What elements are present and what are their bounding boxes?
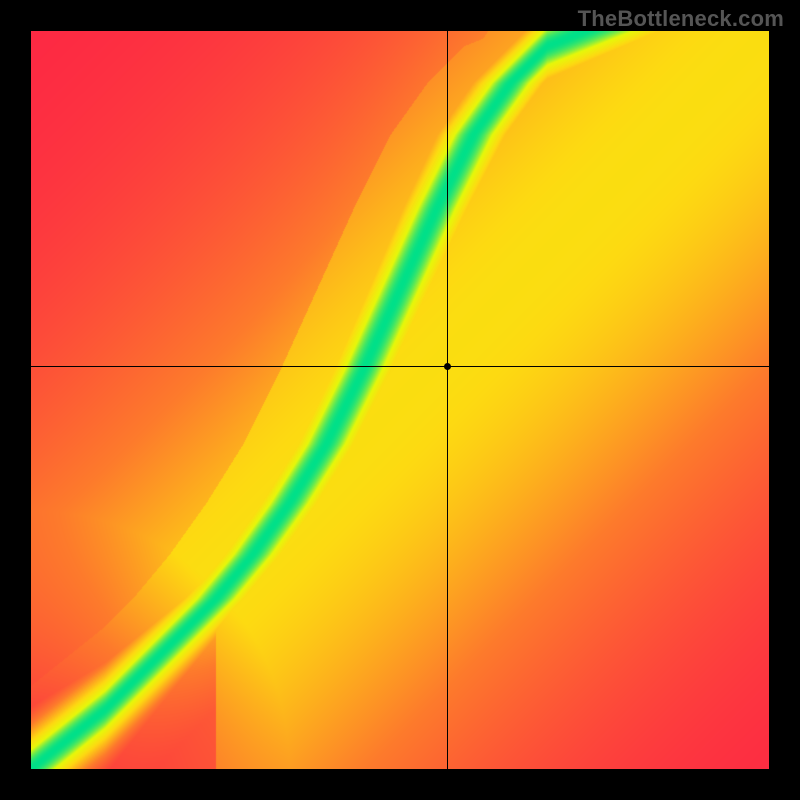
crosshair-vertical bbox=[447, 31, 448, 769]
heatmap-canvas bbox=[31, 31, 769, 769]
page-root: { "watermark": { "text": "TheBottleneck.… bbox=[0, 0, 800, 800]
heatmap-plot bbox=[31, 31, 769, 769]
crosshair-horizontal bbox=[31, 366, 769, 367]
watermark-text: TheBottleneck.com bbox=[578, 6, 784, 32]
